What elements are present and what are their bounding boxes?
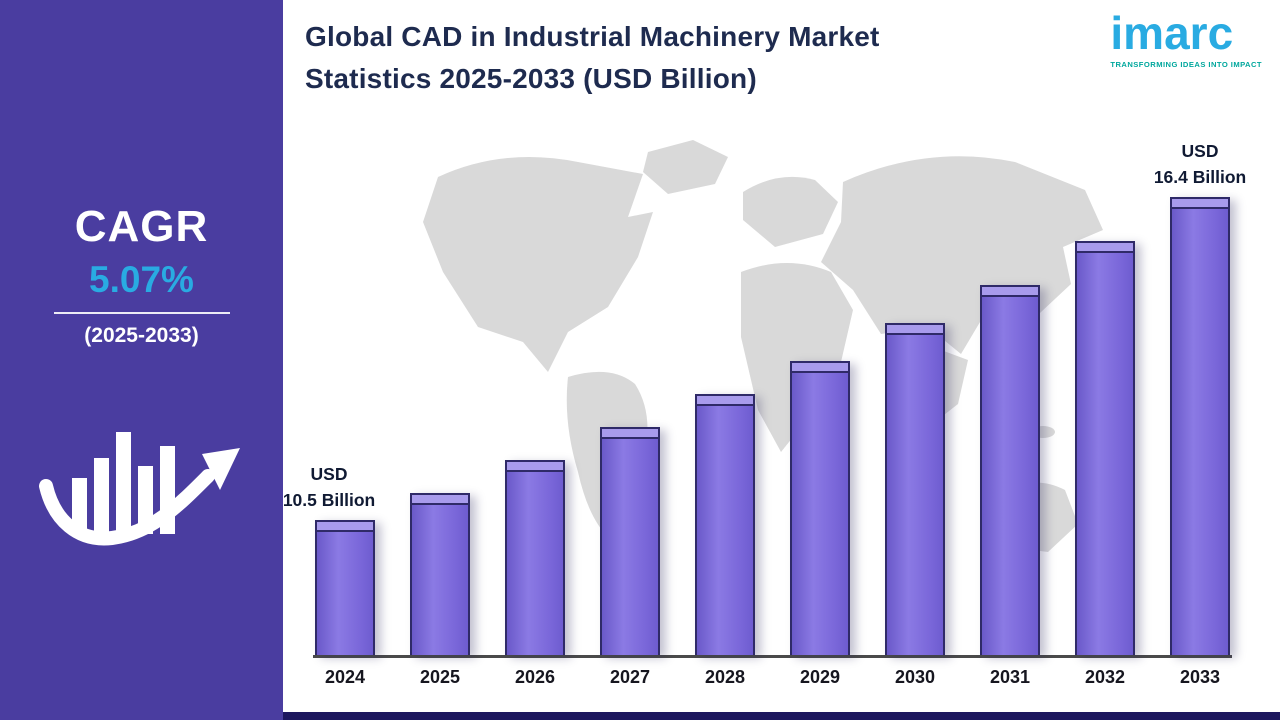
x-axis-label-2030: 2030 — [894, 667, 936, 687]
chart-area: Global CAD in Industrial Machinery Marke… — [283, 0, 1280, 720]
bar-top-cap — [697, 396, 753, 406]
bar-column-2026 — [503, 460, 567, 655]
x-axis-label-2033: 2033 — [1179, 667, 1221, 687]
bar-column-2028 — [693, 394, 757, 655]
bar-column-2031 — [978, 285, 1042, 655]
bar-top-cap — [982, 287, 1038, 297]
bar-column-2025 — [408, 493, 472, 655]
bar-column-2032 — [1073, 241, 1137, 655]
x-axis-label-2031: 2031 — [989, 667, 1031, 687]
chart-title-line2: Statistics 2025-2033 (USD Billion) — [305, 63, 757, 94]
bar-2026 — [505, 460, 565, 655]
footer-strip — [283, 712, 1280, 720]
x-axis-label-2032: 2032 — [1084, 667, 1126, 687]
bar-2024 — [315, 520, 375, 655]
bar-2032 — [1075, 241, 1135, 655]
imarc-logo-text: imarc — [1110, 7, 1234, 59]
bar-top-cap — [1172, 199, 1228, 209]
bar-column-2030 — [883, 323, 947, 655]
chart-title-line1: Global CAD in Industrial Machinery Marke… — [305, 21, 880, 52]
bar-top-cap — [317, 522, 373, 532]
bar-top-cap — [887, 325, 943, 335]
imarc-logo: imarc TRANSFORMING IDEAS INTO IMPACT — [1110, 10, 1262, 69]
x-axis-label-2029: 2029 — [799, 667, 841, 687]
bar-column-2029 — [788, 361, 852, 655]
bar-2027 — [600, 427, 660, 655]
x-axis-label-2025: 2025 — [419, 667, 461, 687]
bar-2029 — [790, 361, 850, 655]
x-axis-label-2027: 2027 — [609, 667, 651, 687]
cagr-panel: CAGR 5.07% (2025-2033) — [0, 0, 283, 720]
bar-top-cap — [602, 429, 658, 439]
bar-top-cap — [507, 462, 563, 472]
bar-column-2033: USD 16.4 Billion — [1154, 138, 1246, 655]
labels-row: 2024 2025 2026 2027 2028 2029 2030 2031 2032 2033 — [313, 667, 1232, 688]
cagr-divider — [53, 312, 230, 314]
bar-value-label-2033: USD 16.4 Billion — [1153, 140, 1247, 187]
bars-row: USD 10.5 Billion USD 16.4 Billion — [283, 131, 1246, 658]
cagr-period: (2025-2033) — [84, 324, 199, 347]
x-axis-label-2028: 2028 — [704, 667, 746, 687]
x-axis-label-2026: 2026 — [514, 667, 556, 687]
imarc-logo-tagline: TRANSFORMING IDEAS INTO IMPACT — [1110, 60, 1262, 69]
bar-top-cap — [792, 363, 848, 373]
x-axis-label-2024: 2024 — [324, 667, 366, 687]
bar-2031 — [980, 285, 1040, 655]
bar-2028 — [695, 394, 755, 655]
cagr-value: 5.07% — [89, 259, 194, 300]
growth-chart-arrow-icon — [34, 390, 249, 560]
bar-column-2024: USD 10.5 Billion — [283, 461, 377, 655]
world-map-background — [423, 140, 1103, 552]
bar-top-cap — [1077, 243, 1133, 253]
bar-value-label-2024: USD 10.5 Billion — [282, 463, 376, 510]
cagr-label: CAGR — [74, 202, 209, 251]
bar-column-2027 — [598, 427, 662, 655]
bar-chart: USD 10.5 Billion USD 16.4 Billion 2024 2025 2… — [283, 131, 1246, 688]
bar-2025 — [410, 493, 470, 655]
bar-2030 — [885, 323, 945, 655]
bar-top-cap — [412, 495, 468, 505]
chart-title: Global CAD in Industrial Machinery Marke… — [305, 16, 1095, 100]
bar-2033 — [1170, 197, 1230, 655]
